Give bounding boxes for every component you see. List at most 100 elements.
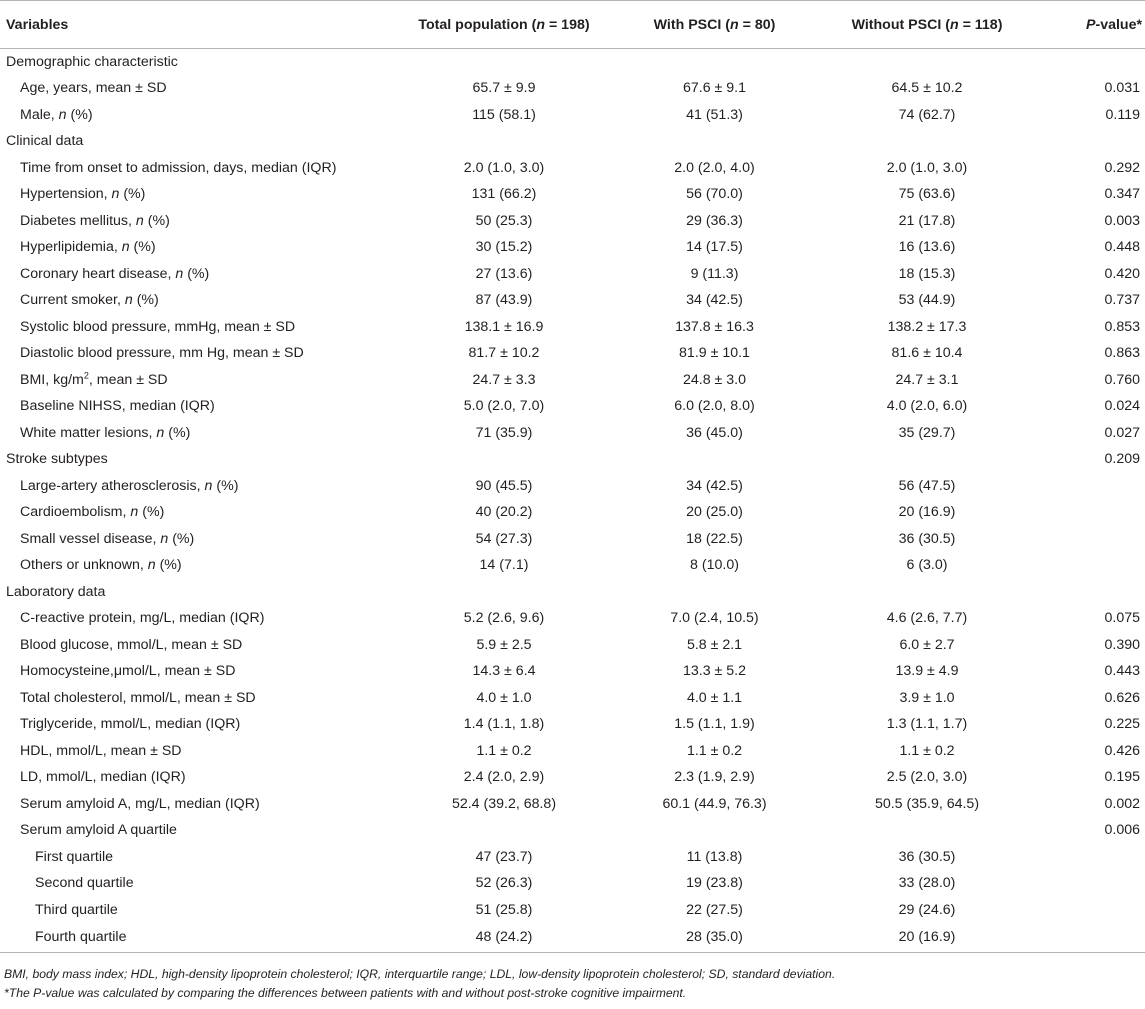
table-row: Diabetes mellitus, n (%) 50 (25.3) 29 (36.…	[0, 208, 1145, 235]
variable-label: Total cholesterol, mmol/L, mean ± SD	[20, 689, 256, 706]
variable-cell: Diabetes mellitus, n (%)	[0, 208, 386, 235]
total-population-cell: 115 (58.1)	[472, 106, 536, 123]
with-psci-cell: 56 (70.0)	[686, 186, 743, 203]
without-psci-cell: 53 (44.9)	[898, 292, 956, 309]
variable-label: Large-artery atherosclerosis,	[20, 477, 205, 494]
variable-label: First quartile	[35, 848, 114, 865]
header-total-value: = 198)	[545, 16, 590, 33]
variable-label-italic: n	[204, 477, 213, 494]
with-psci-cell: 1.1 ± 0.2	[686, 742, 743, 759]
variable-label: Demographic characteristic	[6, 54, 178, 70]
variable-label-suffix: (%)	[66, 106, 93, 123]
total-population-cell	[386, 446, 622, 473]
table-row: Triglyceride, mmol/L, median (IQR) 1.4 (1…	[0, 711, 1145, 738]
variable-label: Baseline NIHSS, median (IQR)	[20, 398, 215, 415]
with-psci-cell: 41 (51.3)	[686, 106, 743, 123]
without-psci-cell: 20 (16.9)	[807, 923, 1047, 953]
variable-cell: Diastolic blood pressure, mm Hg, mean ± …	[0, 340, 386, 367]
without-psci-cell	[807, 446, 1047, 473]
total-population-cell: 27 (13.6)	[475, 265, 533, 282]
variable-label-suffix: (%)	[155, 557, 182, 574]
table-row: Large-artery atherosclerosis, n (%) 90 (4…	[0, 473, 1145, 500]
p-value-cell: 0.626	[1104, 689, 1140, 706]
table-body: Demographic characteristic Age, years, me…	[0, 49, 1145, 953]
p-value-cell	[1047, 844, 1145, 871]
variable-label: Coronary heart disease,	[20, 265, 176, 282]
table-row: Coronary heart disease, n (%) 27 (13.6) 9 …	[0, 261, 1145, 288]
variable-label-italic: n	[175, 265, 184, 282]
total-population-cell: 5.2 (2.6, 9.6)	[463, 610, 545, 627]
p-value-note: *The P-value was calculated by comparing…	[4, 985, 687, 1000]
total-population-cell: 14.3 ± 6.4	[472, 663, 536, 680]
without-psci-cell: 36 (30.5)	[898, 530, 956, 547]
variable-label-italic: n	[160, 530, 169, 547]
header-with-psci: With PSCI (n = 80)	[622, 0, 807, 49]
variable-label: Age, years, mean ± SD	[20, 80, 167, 97]
variable-cell: Demographic characteristic	[0, 49, 386, 76]
p-value-cell: 0.195	[1104, 769, 1140, 786]
variable-cell: Clinical data	[0, 128, 386, 155]
variable-label: Small vessel disease,	[20, 530, 161, 547]
header-p-letter: P	[1086, 16, 1096, 33]
variable-cell: Total cholesterol, mmol/L, mean ± SD	[0, 685, 386, 712]
variable-label-suffix: (%)	[212, 477, 239, 494]
p-value-cell	[1047, 579, 1145, 606]
without-psci-cell: 138.2 ± 17.3	[887, 318, 967, 335]
total-population-cell: 40 (20.2)	[475, 504, 533, 521]
header-without-label: Without PSCI (	[851, 16, 950, 33]
with-psci-cell: 67.6 ± 9.1	[682, 80, 746, 97]
variable-cell: Serum amyloid A quartile	[0, 817, 386, 844]
variable-cell: Second quartile	[0, 870, 386, 897]
total-population-cell: 52 (26.3)	[475, 875, 533, 892]
p-value-cell	[1047, 473, 1145, 500]
total-population-cell	[386, 128, 622, 155]
variable-cell: Hyperlipidemia, n (%)	[0, 234, 386, 261]
total-population-cell: 65.7 ± 9.9	[472, 80, 536, 97]
without-psci-cell: 21 (17.8)	[898, 212, 956, 229]
table-row: Second quartile 52 (26.3) 19 (23.8) 33 (28.…	[0, 870, 1145, 897]
with-psci-cell: 6.0 (2.0, 8.0)	[674, 398, 755, 415]
total-population-cell: 50 (25.3)	[475, 212, 533, 229]
with-psci-cell: 34 (42.5)	[686, 477, 743, 494]
with-psci-cell: 8 (10.0)	[690, 557, 739, 574]
without-psci-cell	[807, 579, 1047, 606]
variable-label-italic: n	[58, 106, 67, 123]
table-row: Time from onset to admission, days, medi…	[0, 155, 1145, 182]
p-value-cell: 0.390	[1104, 636, 1140, 653]
p-value-cell: 0.292	[1104, 159, 1140, 176]
header-with-label: With PSCI (	[653, 16, 730, 33]
abbreviations-note: BMI, body mass index; HDL, high-density …	[4, 966, 836, 981]
header-p-value: P-value*	[1047, 0, 1145, 49]
without-psci-cell: 6.0 ± 2.7	[899, 636, 955, 653]
table-row: Total cholesterol, mmol/L, mean ± SD 4.0 …	[0, 685, 1145, 712]
table-row: White matter lesions, n (%) 71 (35.9) 36 (…	[0, 420, 1145, 447]
header-variables-text: Variables	[6, 16, 69, 33]
p-value-cell	[1047, 49, 1145, 76]
with-psci-cell: 34 (42.5)	[686, 292, 743, 309]
without-psci-cell: 2.0 (1.0, 3.0)	[886, 159, 968, 176]
table-section-row: Laboratory data	[0, 579, 1145, 606]
p-value-cell	[1047, 897, 1145, 924]
total-population-cell: 30 (15.2)	[475, 239, 533, 256]
variable-label-suffix: (%)	[132, 292, 159, 309]
table-row: Fourth quartile 48 (24.2) 28 (35.0) 20 (16.…	[0, 923, 1145, 953]
variable-label: Hypertension,	[20, 186, 112, 203]
variable-cell: Others or unknown, n (%)	[0, 552, 386, 579]
variable-cell: Small vessel disease, n (%)	[0, 526, 386, 553]
p-value-cell: 0.420	[1104, 265, 1140, 282]
variable-cell: White matter lesions, n (%)	[0, 420, 386, 447]
with-psci-cell	[622, 817, 807, 844]
variable-label: Triglyceride, mmol/L, median (IQR)	[20, 716, 241, 733]
table-row: Others or unknown, n (%) 14 (7.1) 8 (10.0)…	[0, 552, 1145, 579]
table-row: HDL, mmol/L, mean ± SD 1.1 ± 0.2 1.1 ± 0.2…	[0, 738, 1145, 765]
with-psci-cell: 11 (13.8)	[686, 848, 743, 865]
p-value-cell: 0.347	[1104, 186, 1140, 203]
total-population-cell: 138.1 ± 16.9	[464, 318, 544, 335]
variable-label-italic: n	[124, 292, 133, 309]
total-population-cell: 48 (24.2)	[386, 923, 622, 953]
variable-label-italic: n	[130, 504, 139, 521]
header-total-population: Total population (n = 198)	[386, 0, 622, 49]
with-psci-cell: 5.8 ± 2.1	[686, 636, 743, 653]
variable-label-italic: n	[147, 557, 156, 574]
without-psci-cell: 16 (13.6)	[898, 239, 956, 256]
